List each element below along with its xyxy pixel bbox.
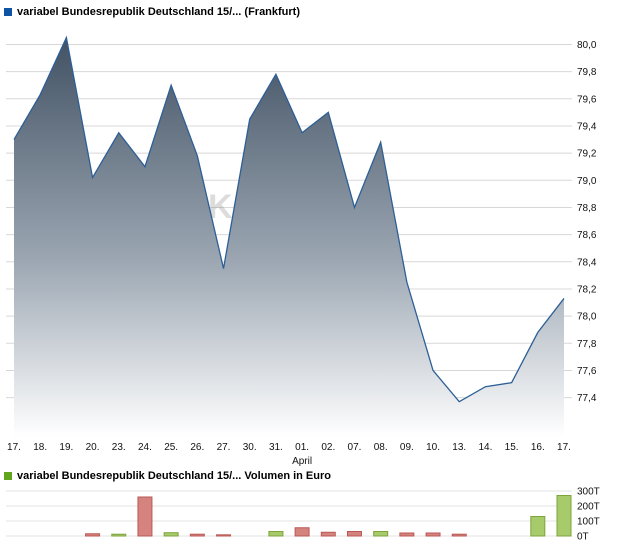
volume-series-marker-icon bbox=[4, 472, 12, 480]
volume-chart-header: variabel Bundesrepublik Deutschland 15/.… bbox=[0, 466, 620, 484]
volume-chart-svg: 0T 100T 200T 300T bbox=[6, 487, 600, 543]
svg-text:20.: 20. bbox=[86, 442, 100, 453]
price-chart-svg: 80,0 79,8 79,6 79,4 79,2 79,0 78,8 78,6 78,4 78,2… bbox=[6, 35, 597, 466]
svg-text:78,4: 78,4 bbox=[577, 257, 597, 268]
svg-text:100T: 100T bbox=[577, 517, 600, 528]
svg-text:14.: 14. bbox=[478, 442, 492, 453]
price-chart-title: variabel Bundesrepublik Deutschland 15/.… bbox=[17, 6, 301, 18]
svg-text:79,2: 79,2 bbox=[577, 149, 597, 160]
svg-text:07.: 07. bbox=[348, 442, 362, 453]
svg-text:16.: 16. bbox=[531, 442, 545, 453]
svg-text:79,6: 79,6 bbox=[577, 94, 597, 105]
svg-text:77,4: 77,4 bbox=[577, 393, 597, 404]
svg-text:78,2: 78,2 bbox=[577, 284, 597, 295]
svg-text:17.: 17. bbox=[557, 442, 571, 453]
svg-text:24.: 24. bbox=[138, 442, 152, 453]
svg-text:26.: 26. bbox=[190, 442, 204, 453]
svg-text:77,8: 77,8 bbox=[577, 339, 597, 350]
svg-text:25.: 25. bbox=[164, 442, 178, 453]
svg-text:77,6: 77,6 bbox=[577, 366, 597, 377]
svg-text:18.: 18. bbox=[33, 442, 47, 453]
svg-text:79,4: 79,4 bbox=[577, 121, 597, 132]
svg-text:78,0: 78,0 bbox=[577, 312, 597, 323]
svg-text:80,0: 80,0 bbox=[577, 40, 597, 51]
svg-text:02.: 02. bbox=[321, 442, 335, 453]
svg-text:0T: 0T bbox=[577, 532, 589, 543]
svg-text:78,8: 78,8 bbox=[577, 203, 597, 214]
svg-text:300T: 300T bbox=[577, 487, 600, 498]
svg-text:13.: 13. bbox=[452, 442, 466, 453]
svg-text:10.: 10. bbox=[426, 442, 440, 453]
svg-text:79,8: 79,8 bbox=[577, 67, 597, 78]
svg-text:30.: 30. bbox=[243, 442, 257, 453]
svg-text:200T: 200T bbox=[577, 502, 600, 513]
svg-text:08.: 08. bbox=[374, 442, 388, 453]
svg-text:09.: 09. bbox=[400, 442, 414, 453]
svg-text:19.: 19. bbox=[59, 442, 73, 453]
svg-text:78,6: 78,6 bbox=[577, 230, 597, 241]
svg-text:April: April bbox=[292, 456, 312, 466]
svg-text:15.: 15. bbox=[505, 442, 519, 453]
svg-text:31.: 31. bbox=[269, 442, 283, 453]
svg-text:27.: 27. bbox=[217, 442, 231, 453]
price-series-marker-icon bbox=[4, 8, 12, 16]
svg-text:79,0: 79,0 bbox=[577, 176, 597, 187]
svg-text:23.: 23. bbox=[112, 442, 126, 453]
svg-text:01.: 01. bbox=[295, 442, 309, 453]
volume-chart-title: variabel Bundesrepublik Deutschland 15/.… bbox=[17, 470, 331, 482]
svg-text:17.: 17. bbox=[7, 442, 21, 453]
price-chart-header: variabel Bundesrepublik Deutschland 15/.… bbox=[0, 0, 620, 20]
